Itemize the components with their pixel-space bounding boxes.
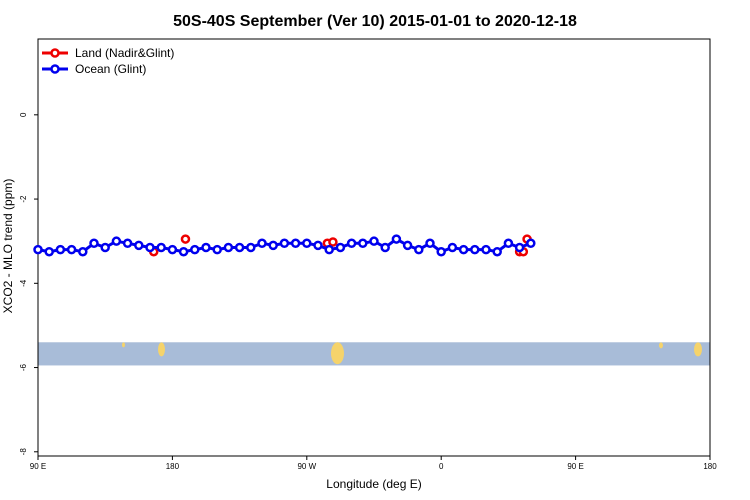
land-point [180, 234, 191, 244]
x-axis-label: Longitude (deg E) [326, 477, 421, 491]
ocean-point [447, 242, 458, 253]
ocean-point [178, 246, 189, 257]
ocean-point [470, 244, 480, 255]
ocean-point [145, 242, 155, 253]
ocean-point [279, 238, 290, 249]
ocean-point [268, 240, 278, 251]
ocean-point [458, 244, 469, 255]
legend-label: Ocean (Glint) [75, 62, 146, 76]
ocean-point [55, 244, 66, 255]
ocean-point [302, 238, 312, 249]
ocean-point [167, 244, 178, 255]
ocean-point [436, 246, 446, 257]
series-layer [33, 234, 536, 257]
x-tick-label: 0 [439, 462, 444, 471]
map-band [38, 342, 710, 366]
land-patch [122, 342, 125, 348]
y-axis: 0 -2 -4 -6 -8 [19, 112, 38, 455]
y-tick-label: 0 [19, 112, 28, 117]
y-tick-label: -2 [19, 195, 28, 203]
ocean-point [402, 240, 413, 251]
ocean-point [425, 238, 435, 249]
ocean-point [503, 238, 514, 249]
ocean-point [212, 244, 222, 255]
ocean-point [89, 238, 99, 249]
ocean-point [492, 246, 502, 257]
land-point [328, 237, 338, 247]
ocean-point [100, 242, 110, 253]
ocean-point [33, 244, 43, 255]
ocean-point [246, 242, 256, 253]
ocean-point [111, 236, 122, 246]
x-tick-label: 180 [166, 462, 180, 471]
ocean-point [122, 238, 133, 249]
ocean-point [324, 244, 334, 255]
ocean-point [201, 242, 211, 253]
ocean-point [526, 238, 536, 249]
x-axis: 90 E 180 90 W 0 90 E 180 [30, 456, 717, 471]
land-patch [158, 342, 165, 357]
chart-title: 50S-40S September (Ver 10) 2015-01-01 to… [173, 13, 577, 30]
ocean-point [481, 244, 491, 255]
y-tick-label: -8 [19, 448, 28, 456]
ocean-band [38, 342, 710, 366]
ocean-point [78, 246, 88, 257]
x-tick-label: 90 E [30, 462, 46, 471]
ocean-point [190, 244, 200, 255]
ocean-point [44, 246, 54, 257]
x-tick-label: 90 E [567, 462, 583, 471]
ocean-point [223, 242, 234, 253]
ocean-point [313, 240, 323, 251]
ocean-point [369, 236, 379, 246]
land-patch [694, 342, 702, 357]
ocean-point [514, 242, 525, 253]
ocean-point [358, 238, 368, 249]
legend-label: Land (Nadir&Glint) [75, 46, 174, 60]
y-tick-label: -6 [19, 363, 28, 371]
land-patch [659, 342, 663, 349]
ocean-point [380, 242, 390, 253]
legend: Land (Nadir&Glint) Ocean (Glint) [42, 46, 174, 76]
land-patch [331, 342, 344, 365]
ocean-point [290, 238, 301, 249]
ocean-point [257, 238, 267, 249]
ocean-point [234, 242, 245, 253]
y-axis-label: XCO2 - MLO trend (ppm) [1, 179, 15, 314]
x-tick-label: 90 W [297, 462, 316, 471]
ocean-point [156, 242, 166, 253]
legend-marker [50, 48, 60, 58]
ocean-point [414, 244, 424, 255]
ocean-point [391, 234, 402, 244]
y-tick-label: -4 [19, 279, 28, 287]
ocean-point [346, 238, 357, 249]
legend-marker [50, 64, 60, 74]
ocean-point [66, 244, 77, 255]
ocean-point [335, 242, 346, 253]
x-tick-label: 180 [703, 462, 717, 471]
ocean-point [134, 240, 144, 251]
